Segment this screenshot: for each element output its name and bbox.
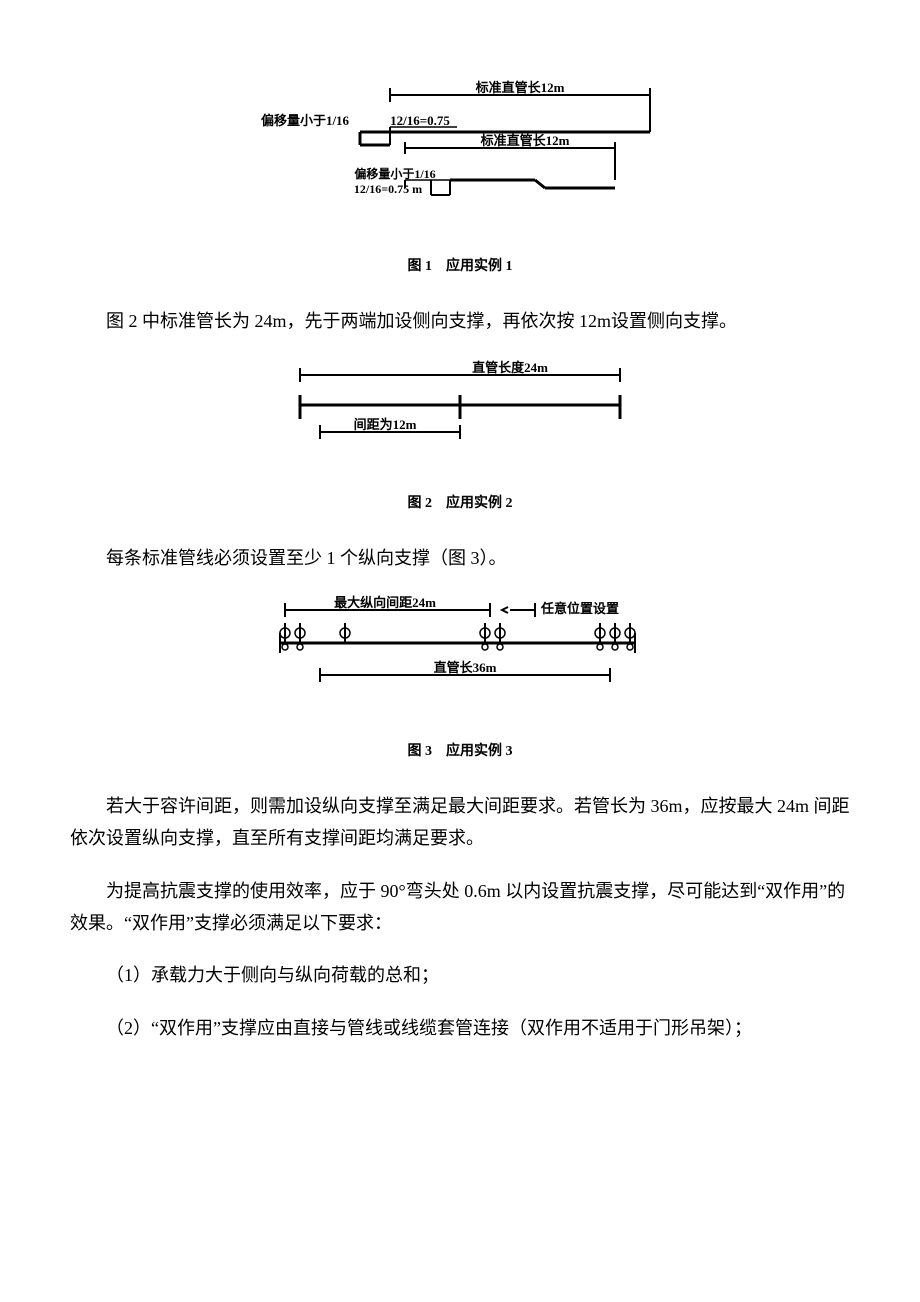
- fig3-top-left-label: 最大纵向间距24m: [334, 595, 436, 610]
- figure-1: 标准直管长12m 偏移量小于1/16 12/16=0.75 标准直管长12m 偏…: [70, 80, 850, 275]
- figure-3-caption: 图 3 应用实例 3: [408, 740, 513, 760]
- fig1-mid-pipe-label: 标准直管长12m: [480, 133, 570, 148]
- fig2-bottom-label: 间距为12m: [354, 417, 417, 432]
- figure-2-caption: 图 2 应用实例 2: [408, 492, 513, 512]
- fig1-top-pipe-label: 标准直管长12m: [475, 80, 565, 95]
- fig1-offset-bottom1-label: 偏移量小于1/16: [354, 166, 435, 181]
- fig3-bottom-label: 直管长36m: [434, 660, 497, 675]
- figure-2: 直管长度24m 间距为12m 图 2 应用实例 2: [70, 357, 850, 512]
- paragraph-5: （1）承载力大于侧向与纵向荷载的总和；: [70, 959, 850, 991]
- fig2-top-label: 直管长度24m: [472, 360, 548, 375]
- figure-3-diagram: 最大纵向间距24m 任意位置设置: [250, 595, 670, 710]
- paragraph-4: 为提高抗震支撑的使用效率，应于 90°弯头处 0.6m 以内设置抗震支撑，尽可能…: [70, 875, 850, 940]
- paragraph-3: 若大于容许间距，则需加设纵向支撑至满足最大间距要求。若管长为 36m，应按最大 …: [70, 790, 850, 855]
- paragraph-6: （2）“双作用”支撑应由直接与管线或线缆套管连接（双作用不适用于门形吊架）；: [70, 1012, 850, 1044]
- figure-2-diagram: 直管长度24m 间距为12m: [270, 357, 650, 462]
- figure-1-caption: 图 1 应用实例 1: [408, 255, 513, 275]
- fig1-offset-calc-label: 12/16=0.75: [390, 113, 450, 128]
- fig3-top-right-label: 任意位置设置: [540, 601, 619, 616]
- fig1-offset-bottom2-label: 12/16=0.75 m: [354, 182, 422, 196]
- figure-1-diagram: 标准直管长12m 偏移量小于1/16 12/16=0.75 标准直管长12m 偏…: [245, 80, 675, 225]
- fig1-offset-left-label: 偏移量小于1/16: [261, 113, 350, 128]
- paragraph-2: 每条标准管线必须设置至少 1 个纵向支撑（图 3）。: [70, 542, 850, 574]
- figure-3: 最大纵向间距24m 任意位置设置: [70, 595, 850, 760]
- paragraph-1: 图 2 中标准管长为 24m，先于两端加设侧向支撑，再依次按 12m设置侧向支撑…: [70, 305, 850, 337]
